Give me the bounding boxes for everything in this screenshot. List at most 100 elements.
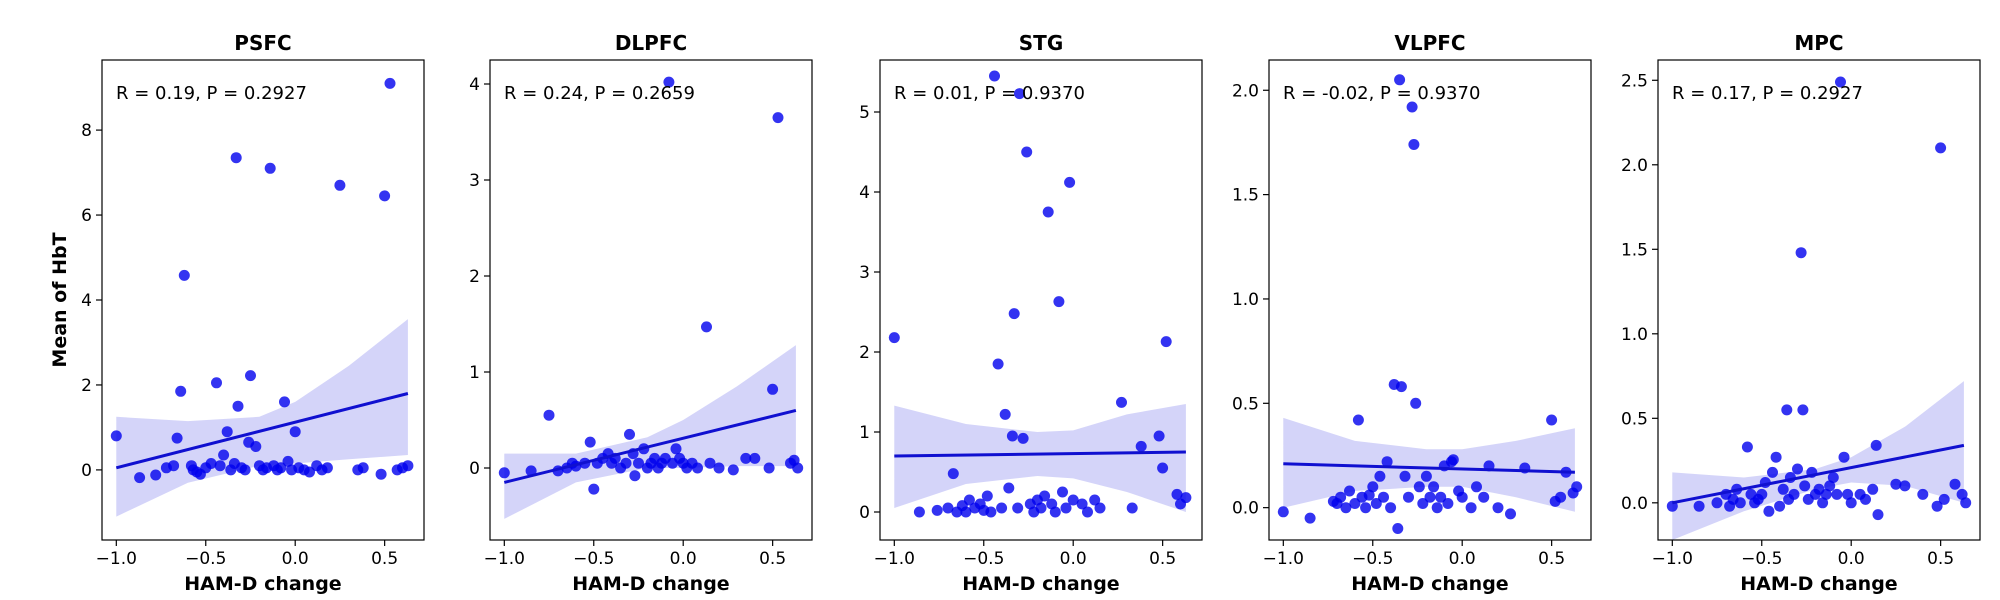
chart-4-point-1 bbox=[1693, 500, 1705, 512]
chart-2-ytick-label-2: 2 bbox=[859, 343, 870, 363]
chart-1-point-19 bbox=[629, 470, 641, 482]
chart-0-point-46 bbox=[357, 462, 369, 474]
chart-1-point-20 bbox=[633, 457, 644, 469]
chart-2-point-24 bbox=[1021, 146, 1033, 158]
chart-2-point-37 bbox=[1067, 494, 1079, 506]
chart-4-point-36 bbox=[1835, 76, 1846, 88]
chart-4-point-24 bbox=[1795, 247, 1807, 259]
chart-4-point-46 bbox=[1899, 480, 1911, 492]
chart-0-point-48 bbox=[379, 190, 391, 202]
chart-0-point-43 bbox=[321, 462, 333, 474]
chart-1-point-9 bbox=[588, 483, 600, 495]
chart-0-point-4 bbox=[168, 460, 180, 472]
chart-2-point-7 bbox=[960, 506, 972, 518]
chart-4-point-25 bbox=[1797, 404, 1809, 416]
chart-1-point-47 bbox=[792, 462, 804, 474]
chart-2-x-axis-label: HAM-D change bbox=[962, 573, 1119, 595]
chart-1-ytick-label-3: 3 bbox=[469, 171, 480, 191]
chart-2-fit-line bbox=[894, 450, 1186, 458]
chart-0-ytick-label-3: 6 bbox=[81, 206, 92, 226]
chart-2-point-13 bbox=[985, 506, 997, 518]
chart-1-ytick-label-1: 1 bbox=[469, 363, 480, 383]
chart-3-point-32 bbox=[1431, 502, 1443, 514]
chart-2-point-40 bbox=[1089, 494, 1101, 506]
chart-0-ytick-label-4: 8 bbox=[81, 121, 92, 141]
chart-1-panel: −1.0 −0.5 0.0 0.5 0 1 2 3 4 DLPFC R = 0.24, P = 0.… bbox=[469, 31, 813, 595]
chart-3-point-14 bbox=[1374, 470, 1386, 482]
chart-3-ytick-label-1: 0.5 bbox=[1232, 394, 1259, 414]
chart-0-point-47 bbox=[375, 468, 387, 480]
chart-2-panel: −1.0 −0.5 0.0 0.5 0 1 2 3 4 5 STG R = 0.01, P = 0.9… bbox=[859, 31, 1203, 595]
chart-1-point-17 bbox=[624, 428, 635, 440]
chart-3-point-10 bbox=[1360, 502, 1372, 514]
chart-2-ytick-label-1: 1 bbox=[859, 423, 870, 443]
chart-3-point-6 bbox=[1344, 485, 1355, 497]
chart-1-point-8 bbox=[584, 436, 596, 448]
chart-0-point-34 bbox=[279, 396, 290, 408]
chart-3-ytick-label-3: 1.5 bbox=[1232, 186, 1259, 206]
chart-0-point-17 bbox=[221, 426, 233, 438]
chart-3-fit-line bbox=[1283, 462, 1575, 474]
chart-4-xtick-label-2: 0.0 bbox=[1838, 549, 1865, 569]
chart-2-point-46 bbox=[1157, 462, 1169, 474]
chart-0-title: PSFC bbox=[234, 31, 291, 55]
chart-2-point-39 bbox=[1082, 506, 1093, 518]
chart-1-fit-line bbox=[503, 408, 797, 484]
chart-3-point-13 bbox=[1370, 498, 1382, 509]
chart-4-point-37 bbox=[1838, 451, 1850, 463]
chart-0-point-0 bbox=[110, 430, 122, 442]
chart-3-point-5 bbox=[1340, 502, 1352, 514]
chart-2-xtick-label-0: −1.0 bbox=[874, 549, 915, 569]
chart-4-axes-frame bbox=[1657, 59, 1981, 541]
chart-3-point-44 bbox=[1492, 502, 1504, 514]
chart-2-point-42 bbox=[1116, 396, 1127, 408]
chart-3-point-35 bbox=[1442, 498, 1454, 509]
chart-0-xtick-label-0: −1.0 bbox=[96, 549, 137, 569]
chart-3-point-28 bbox=[1417, 498, 1429, 509]
chart-0-point-20 bbox=[230, 152, 242, 164]
chart-1-confidence-band bbox=[504, 345, 796, 519]
chart-4-point-43 bbox=[1870, 439, 1882, 451]
chart-2-stats-annotation: R = 0.01, P = 0.9370 bbox=[894, 83, 1085, 104]
chart-2-point-48 bbox=[1171, 488, 1183, 500]
chart-3-ytick-label-0: 0.0 bbox=[1232, 499, 1259, 519]
chart-0-point-33 bbox=[275, 462, 287, 474]
chart-1-point-30 bbox=[670, 443, 682, 455]
chart-2-xtick-label-2: 0.0 bbox=[1060, 549, 1087, 569]
chart-1-xtick-label-1: −0.5 bbox=[573, 549, 614, 569]
chart-3-point-52 bbox=[1571, 481, 1583, 493]
chart-2-point-43 bbox=[1126, 502, 1138, 514]
chart-2-point-14 bbox=[989, 70, 1000, 82]
chart-1-ytick-label-4: 4 bbox=[469, 75, 480, 95]
chart-3-point-41 bbox=[1471, 481, 1482, 493]
chart-3-xtick-label-1: −0.5 bbox=[1352, 549, 1393, 569]
chart-3-point-37 bbox=[1447, 454, 1459, 466]
chart-2-ytick-label-5: 5 bbox=[859, 103, 870, 123]
chart-4-point-12 bbox=[1756, 488, 1768, 500]
chart-3-point-47 bbox=[1546, 414, 1558, 426]
chart-2-ytick-label-0: 0 bbox=[859, 503, 870, 523]
chart-4-panel: −1.0 −0.5 0.0 0.5 0.0 0.5 1.0 1.5 2.0 2.5 MPC R = 0… bbox=[1621, 31, 1981, 595]
chart-1-point-35 bbox=[692, 462, 703, 474]
chart-3-point-33 bbox=[1435, 491, 1447, 503]
chart-0-point-14 bbox=[211, 377, 222, 389]
chart-4-point-45 bbox=[1890, 478, 1902, 490]
chart-2-point-23 bbox=[1017, 432, 1029, 444]
chart-2-point-18 bbox=[1003, 482, 1015, 494]
chart-4-point-44 bbox=[1872, 509, 1884, 521]
chart-4-point-17 bbox=[1774, 500, 1786, 512]
chart-4-xtick-label-3: 0.5 bbox=[1927, 549, 1954, 569]
chart-4-point-23 bbox=[1792, 463, 1803, 475]
chart-3-point-0 bbox=[1277, 506, 1289, 518]
chart-4-ytick-label-5: 2.5 bbox=[1621, 71, 1648, 91]
chart-4-point-53 bbox=[1960, 497, 1972, 509]
chart-3-xtick-label-3: 0.5 bbox=[1538, 549, 1565, 569]
chart-1-point-16 bbox=[620, 457, 632, 469]
chart-3-point-25 bbox=[1408, 139, 1420, 150]
chart-2-point-50 bbox=[1180, 492, 1192, 504]
chart-3-panel: −1.0 −0.5 0.0 0.5 0.0 0.5 1.0 1.5 2.0 VLPFC R = -0… bbox=[1232, 31, 1592, 595]
chart-1-point-2 bbox=[543, 409, 555, 421]
chart-4-xtick-label-1: −0.5 bbox=[1741, 549, 1782, 569]
chart-1-point-36 bbox=[701, 321, 712, 333]
